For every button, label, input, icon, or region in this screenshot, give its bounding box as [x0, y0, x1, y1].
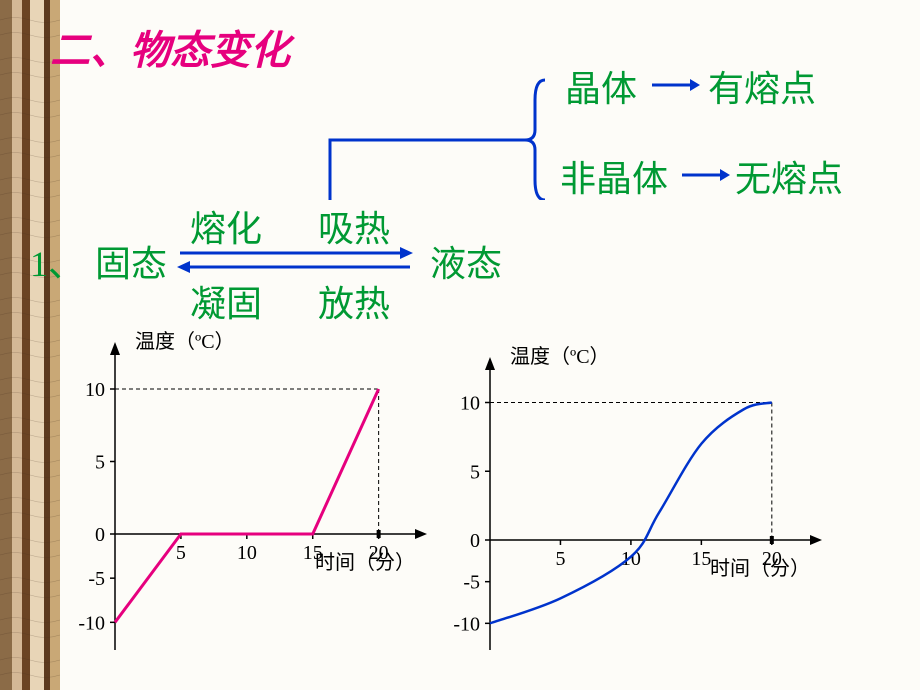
branch-upper-label: 晶体 [565, 60, 637, 112]
branch-lower-label: 非晶体 [560, 150, 668, 202]
chart-crystalline: 温度（ºC） 时间（分） 5 10 0 -5 -10 5 10 15 20 [55, 330, 435, 670]
svg-text:10: 10 [85, 379, 105, 401]
state-solid: 固态 [95, 235, 167, 287]
svg-text:时间（分）: 时间（分） [710, 557, 810, 580]
branch-upper-result: 有熔点 [708, 60, 816, 112]
svg-text:20: 20 [369, 542, 389, 564]
branch-connector [220, 60, 580, 200]
svg-text:5: 5 [95, 452, 105, 474]
svg-text:-5: -5 [88, 568, 105, 590]
list-number: 1、 [30, 235, 84, 287]
process-solidify: 凝固 [190, 275, 262, 327]
svg-text:0: 0 [95, 524, 105, 546]
svg-text:0: 0 [470, 530, 480, 552]
svg-text:15: 15 [303, 542, 323, 564]
svg-text:20: 20 [762, 548, 782, 570]
state-liquid: 液态 [430, 235, 502, 287]
svg-text:温度（ºC）: 温度（ºC） [135, 330, 235, 353]
branch-lower-result: 无熔点 [735, 150, 843, 202]
svg-text:10: 10 [460, 393, 480, 415]
svg-text:5: 5 [470, 461, 480, 483]
svg-text:5: 5 [555, 548, 565, 570]
svg-text:10: 10 [237, 542, 257, 564]
arrow-crystal [650, 75, 700, 95]
svg-text:-10: -10 [78, 612, 105, 634]
svg-text:-5: -5 [463, 572, 480, 594]
svg-text:15: 15 [691, 548, 711, 570]
svg-text:温度（ºC）: 温度（ºC） [510, 345, 610, 368]
arrow-amorphous [680, 165, 730, 185]
svg-text:时间（分）: 时间（分） [315, 551, 415, 574]
reaction-arrows [175, 245, 415, 275]
svg-text:-10: -10 [453, 613, 480, 635]
chart-amorphous: 温度（ºC）时间（分）5100-5-105101520 [430, 345, 830, 670]
heat-release: 放热 [318, 275, 390, 327]
svg-text:5: 5 [176, 542, 186, 564]
